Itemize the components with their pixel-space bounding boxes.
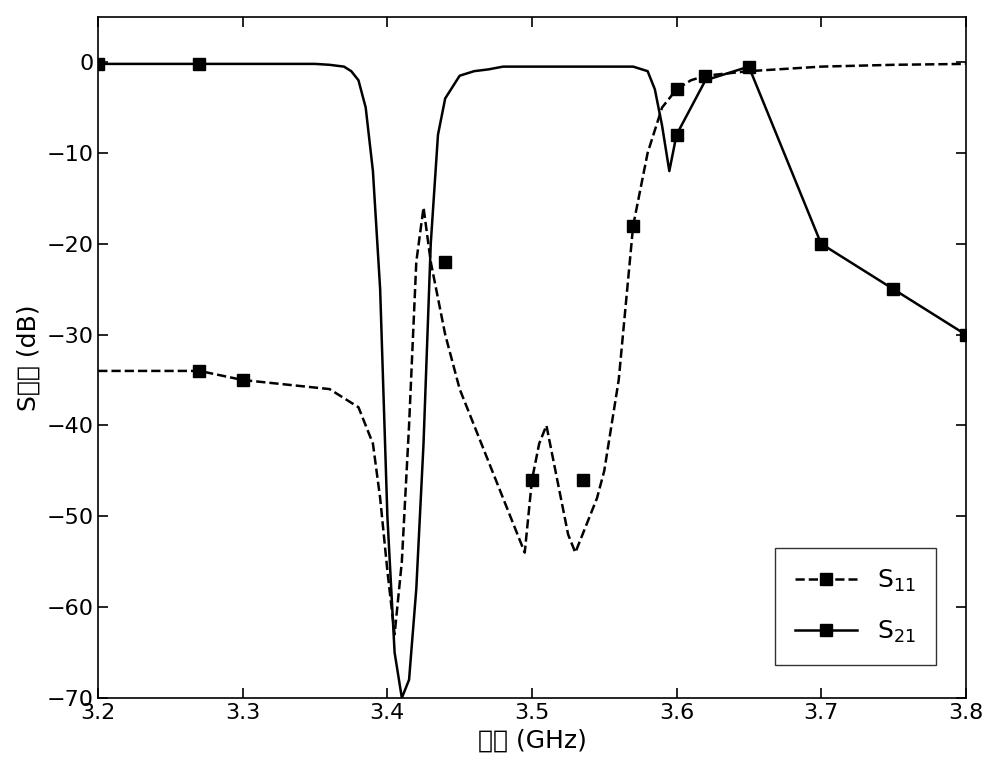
Y-axis label: S参数 (dB): S参数 (dB)	[17, 304, 41, 411]
Legend: S$_{11}$, S$_{21}$: S$_{11}$, S$_{21}$	[775, 548, 936, 665]
X-axis label: 频率 (GHz): 频率 (GHz)	[478, 728, 586, 752]
